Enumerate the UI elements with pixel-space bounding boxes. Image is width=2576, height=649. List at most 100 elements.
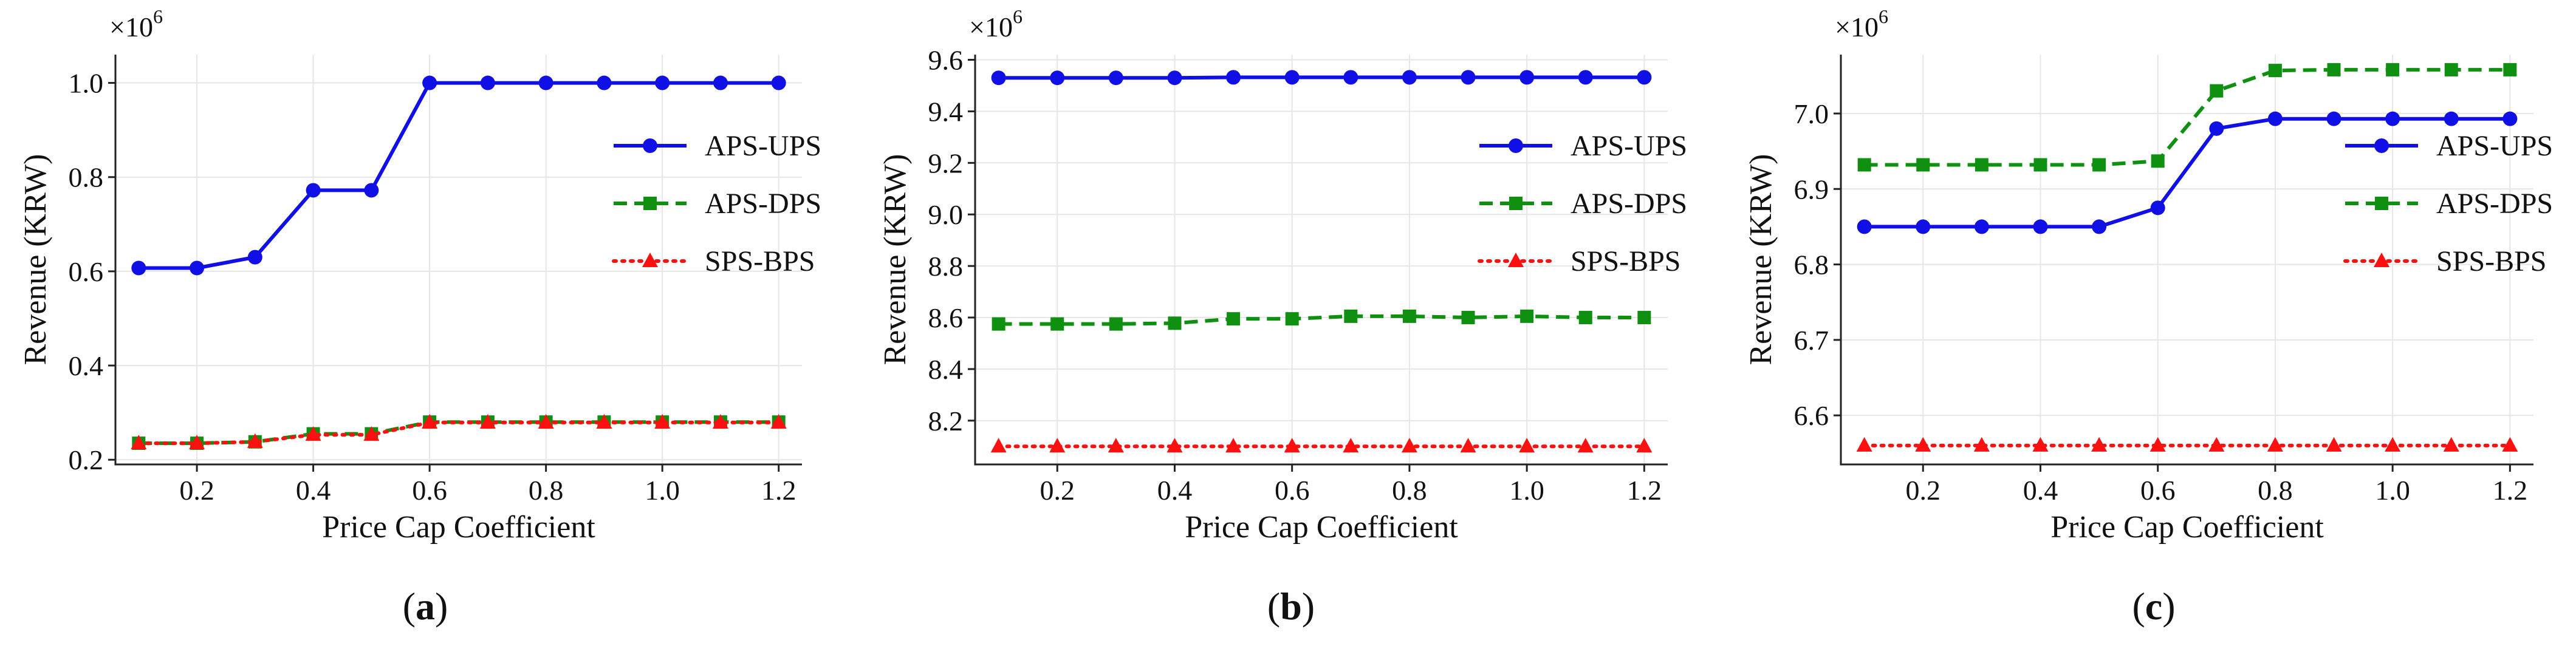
data-point [2386,63,2400,76]
data-point [1519,438,1535,453]
x-tick-label: 0.2 [1906,475,1941,506]
data-point [2444,111,2459,126]
data-point [1460,438,1476,453]
data-point [1166,438,1183,453]
y-tick-label: 7.0 [1794,98,1829,129]
data-point [1344,309,1358,323]
data-point [480,75,495,90]
data-point [2503,63,2517,76]
chart-panel-c: 0.2 0.4 0.6 0.8 1.0 1.2 6.6 6.7 6.8 6.9 7.0 ×106 Pri… [1744,5,2553,628]
data-point [1402,309,1416,323]
data-point [422,75,437,90]
caption-letter: a [416,585,435,628]
series-line [1864,117,2510,229]
data-point [1461,311,1475,325]
caption-paren-close: ) [435,585,448,628]
data-point [364,183,379,198]
data-point [2267,437,2283,452]
y-tick-label: 9.4 [928,96,964,127]
data-point [1637,70,1652,85]
data-point [1916,219,1931,234]
data-point [1284,438,1300,453]
data-point [1343,438,1359,453]
series-line [1864,67,2510,167]
series-line [998,75,1645,80]
data-point [1108,70,1123,86]
x-tick-label: 1.0 [645,475,680,506]
data-point [306,183,321,198]
data-point [2443,437,2459,452]
data-point [2502,437,2518,452]
y-axis-label: Revenue (KRW) [18,154,53,365]
data-point [1049,438,1066,453]
data-point [2326,111,2341,126]
y-tick-label: 0.6 [69,256,104,287]
data-point [1402,70,1417,85]
data-point [1401,438,1417,453]
legend-marker [2374,138,2389,153]
data-point [305,426,321,441]
legend-marker [1509,197,1523,210]
x-tick-label: 0.4 [2023,475,2058,506]
y-tick-label: 6.7 [1794,325,1829,356]
y-exponent-label: ×106 [969,5,1023,42]
x-tick-label: 0.6 [412,475,447,506]
data-point [1973,437,1990,452]
series-line [998,314,1645,326]
data-point [1227,312,1241,326]
legend-label: APS-UPS [2436,130,2553,162]
series-aps-dps [1857,63,2517,172]
legend-label: APS-UPS [705,130,821,162]
data-point [363,426,380,441]
data-point [1284,70,1300,85]
exponent-base: ×10 [969,12,1013,42]
y-axis-label: Revenue (KRW) [878,154,913,365]
legend-marker [2375,197,2388,210]
legend: APS-UPS APS-DPS SPS-BPS [2343,130,2553,277]
panel-caption: (a) [403,585,448,628]
data-point [1168,316,1182,330]
series-aps-ups [1857,111,2518,234]
x-axis-label: Price Cap Coefficient [1185,510,1458,545]
y-tick-label: 9.6 [928,44,964,75]
y-axis-label: Revenue (KRW) [1744,154,1778,365]
legend-marker [643,138,657,153]
x-tick-label: 1.2 [1627,475,1662,506]
exponent-power: 6 [153,5,163,27]
data-point [771,75,786,90]
data-point [1974,219,1989,234]
data-point [2151,154,2165,168]
x-tick-label: 0.8 [529,475,564,506]
legend-marker [1508,253,1524,267]
data-point [655,75,670,90]
legend-label: APS-DPS [705,188,821,220]
y-tick-label: 8.2 [928,406,964,437]
x-tick-label: 0.6 [2140,475,2176,506]
data-point [190,260,205,276]
x-tick-label: 1.0 [1509,475,1544,506]
data-point [1578,70,1593,85]
x-tick-label: 0.8 [2258,475,2293,506]
data-point [247,250,262,265]
caption-paren-close: ) [2162,585,2175,628]
legend-label: SPS-BPS [1571,245,1680,277]
y-tick-label: 0.4 [69,350,104,381]
data-point [597,75,612,90]
data-point [2150,437,2166,452]
data-point [2210,84,2224,98]
x-tick-label: 0.4 [1157,475,1193,506]
axis-spines [974,55,1668,466]
series-line [139,81,779,270]
panel-caption: (c) [2132,585,2175,628]
data-point [1167,70,1182,86]
legend-label: APS-DPS [1571,188,1687,220]
data-point [1050,70,1065,86]
legend-label: SPS-BPS [705,245,815,277]
x-axis-label: Price Cap Coefficient [2050,510,2324,545]
exponent-power: 6 [1013,5,1023,27]
data-point [247,433,263,448]
y-exponent-label: ×106 [1835,5,1888,42]
y-tick-label: 0.2 [69,444,104,475]
legend-label: APS-UPS [1571,130,1687,162]
